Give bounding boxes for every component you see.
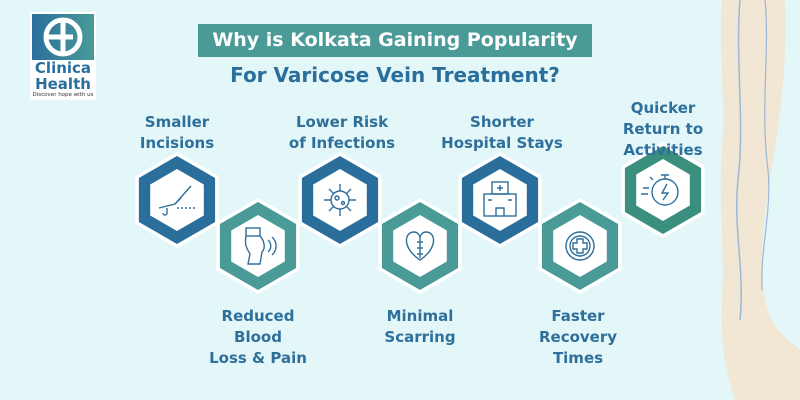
benefit-label: Reduced Blood Loss & Pain <box>209 307 307 367</box>
logo-name: Clinica Health <box>34 59 92 93</box>
stitched-heart-icon <box>405 231 435 261</box>
benefit-label: Lower Risk of Infections <box>288 113 396 152</box>
benefit-badge <box>621 142 705 238</box>
badge-inner <box>553 215 607 277</box>
badge-inner <box>150 169 204 231</box>
hospital-icon <box>483 181 517 217</box>
badge-inner <box>231 215 285 277</box>
scalpel-icon <box>158 185 195 216</box>
benefit-badge <box>135 152 219 248</box>
leg-illustration <box>720 0 800 400</box>
benefit-label: Faster Recovery Times <box>538 307 618 367</box>
logo-tagline: Discover hope with us <box>32 92 94 98</box>
benefit-badge <box>298 152 382 248</box>
title-line-2: For Varicose Vein Treatment? <box>230 63 560 87</box>
virus-icon <box>324 184 356 216</box>
stopwatch-icon <box>641 174 679 206</box>
benefit-badge <box>216 198 300 294</box>
clinica-health-logo: Clinica Health Discover hope with us <box>30 12 96 100</box>
benefit-label: Shorter Hospital Stays <box>441 113 563 152</box>
benefit-label: Smaller Incisions <box>139 113 215 152</box>
knee-pain-icon <box>244 227 277 265</box>
benefit-badge <box>458 152 542 248</box>
benefit-label: Minimal Scarring <box>384 307 456 346</box>
recovery-cross-icon <box>565 231 595 261</box>
benefit-label: Quicker Return to Activities <box>622 99 704 159</box>
title-line-1: Why is Kolkata Gaining Popularity <box>198 24 592 57</box>
badge-inner <box>313 169 367 231</box>
logo-cross-mark <box>32 14 94 60</box>
benefit-badge <box>378 198 462 294</box>
benefit-badge <box>538 198 622 294</box>
